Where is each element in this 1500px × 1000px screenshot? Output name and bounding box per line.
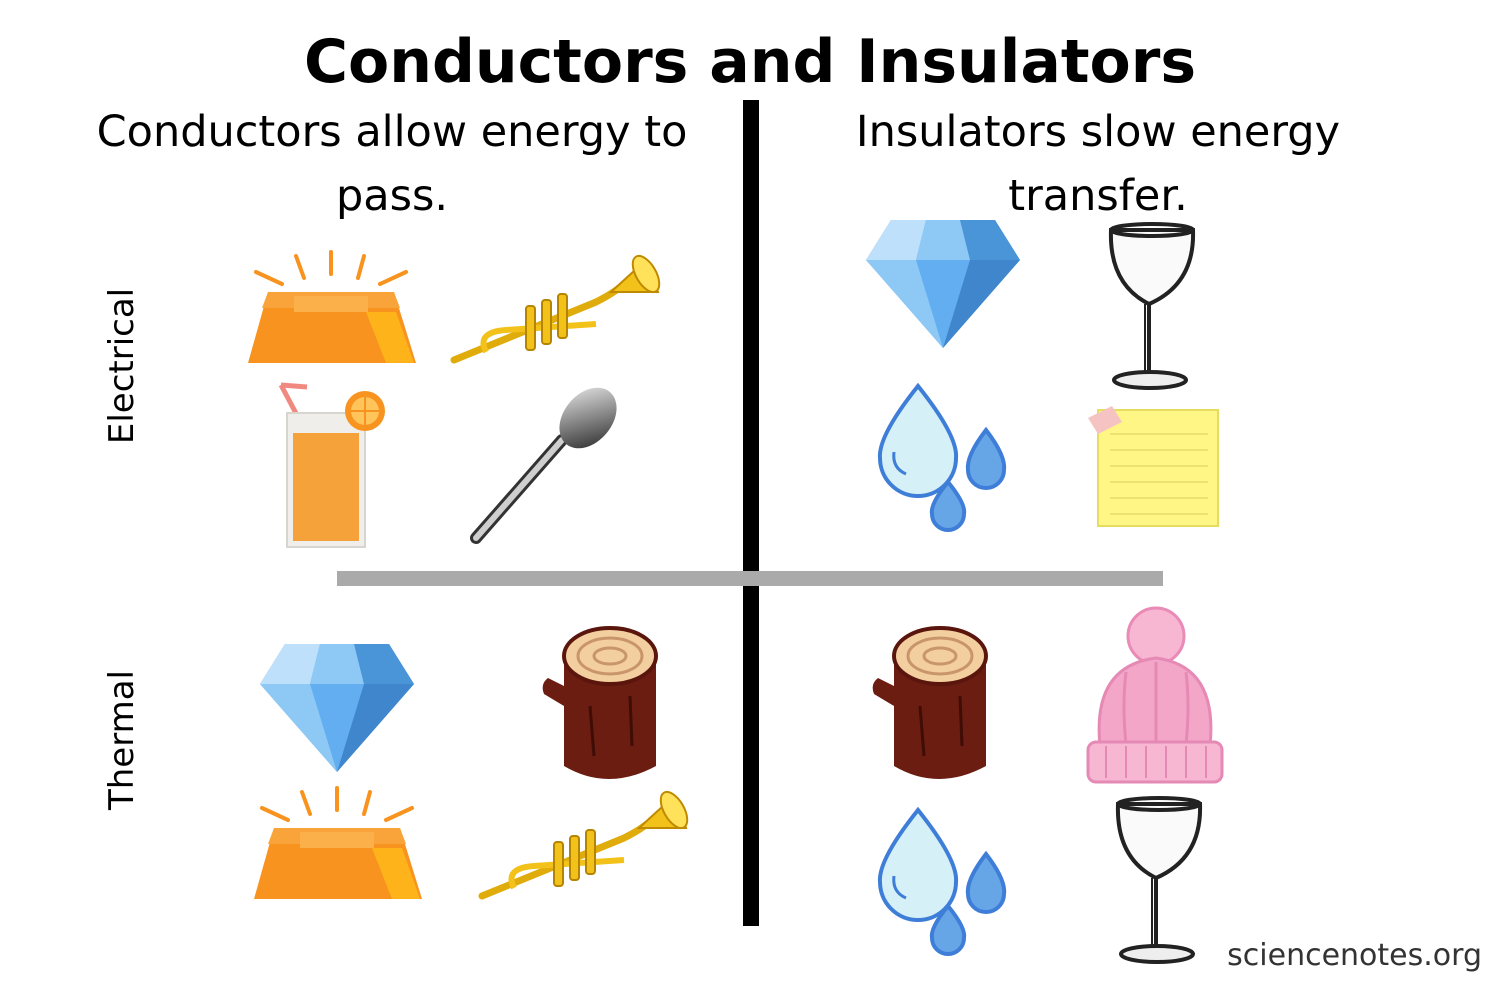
horizontal-divider [337, 571, 1163, 586]
spoon-icon [470, 387, 620, 548]
insulators-heading: Insulators slow energy transfer. [855, 107, 1341, 221]
gold-bar-icon [246, 250, 416, 368]
page-title: Conductors and Insulators [303, 27, 1197, 97]
water-drops-icon [876, 806, 1010, 956]
knit-hat-icon [1086, 606, 1224, 786]
wine-glass-icon [1112, 796, 1208, 966]
diamond-icon [866, 218, 1020, 350]
wood-log-icon [868, 626, 990, 786]
thermal-row-label: Thermal [102, 669, 142, 811]
gold-bar-icon [252, 786, 422, 904]
wine-glass-icon [1105, 222, 1201, 392]
source-credit: sciencenotes.org [1227, 938, 1482, 973]
trumpet-icon [446, 252, 661, 376]
trumpet-icon [474, 788, 689, 912]
diamond-icon [260, 642, 414, 774]
conductors-heading: Conductors allow energy to pass. [96, 107, 688, 221]
vertical-divider [743, 100, 759, 926]
wood-log-icon [538, 626, 660, 786]
electrical-row-label: Electrical [102, 287, 142, 445]
juice-glass-icon [277, 382, 387, 549]
sticky-note-icon [1088, 404, 1222, 530]
water-drops-icon [876, 382, 1010, 532]
